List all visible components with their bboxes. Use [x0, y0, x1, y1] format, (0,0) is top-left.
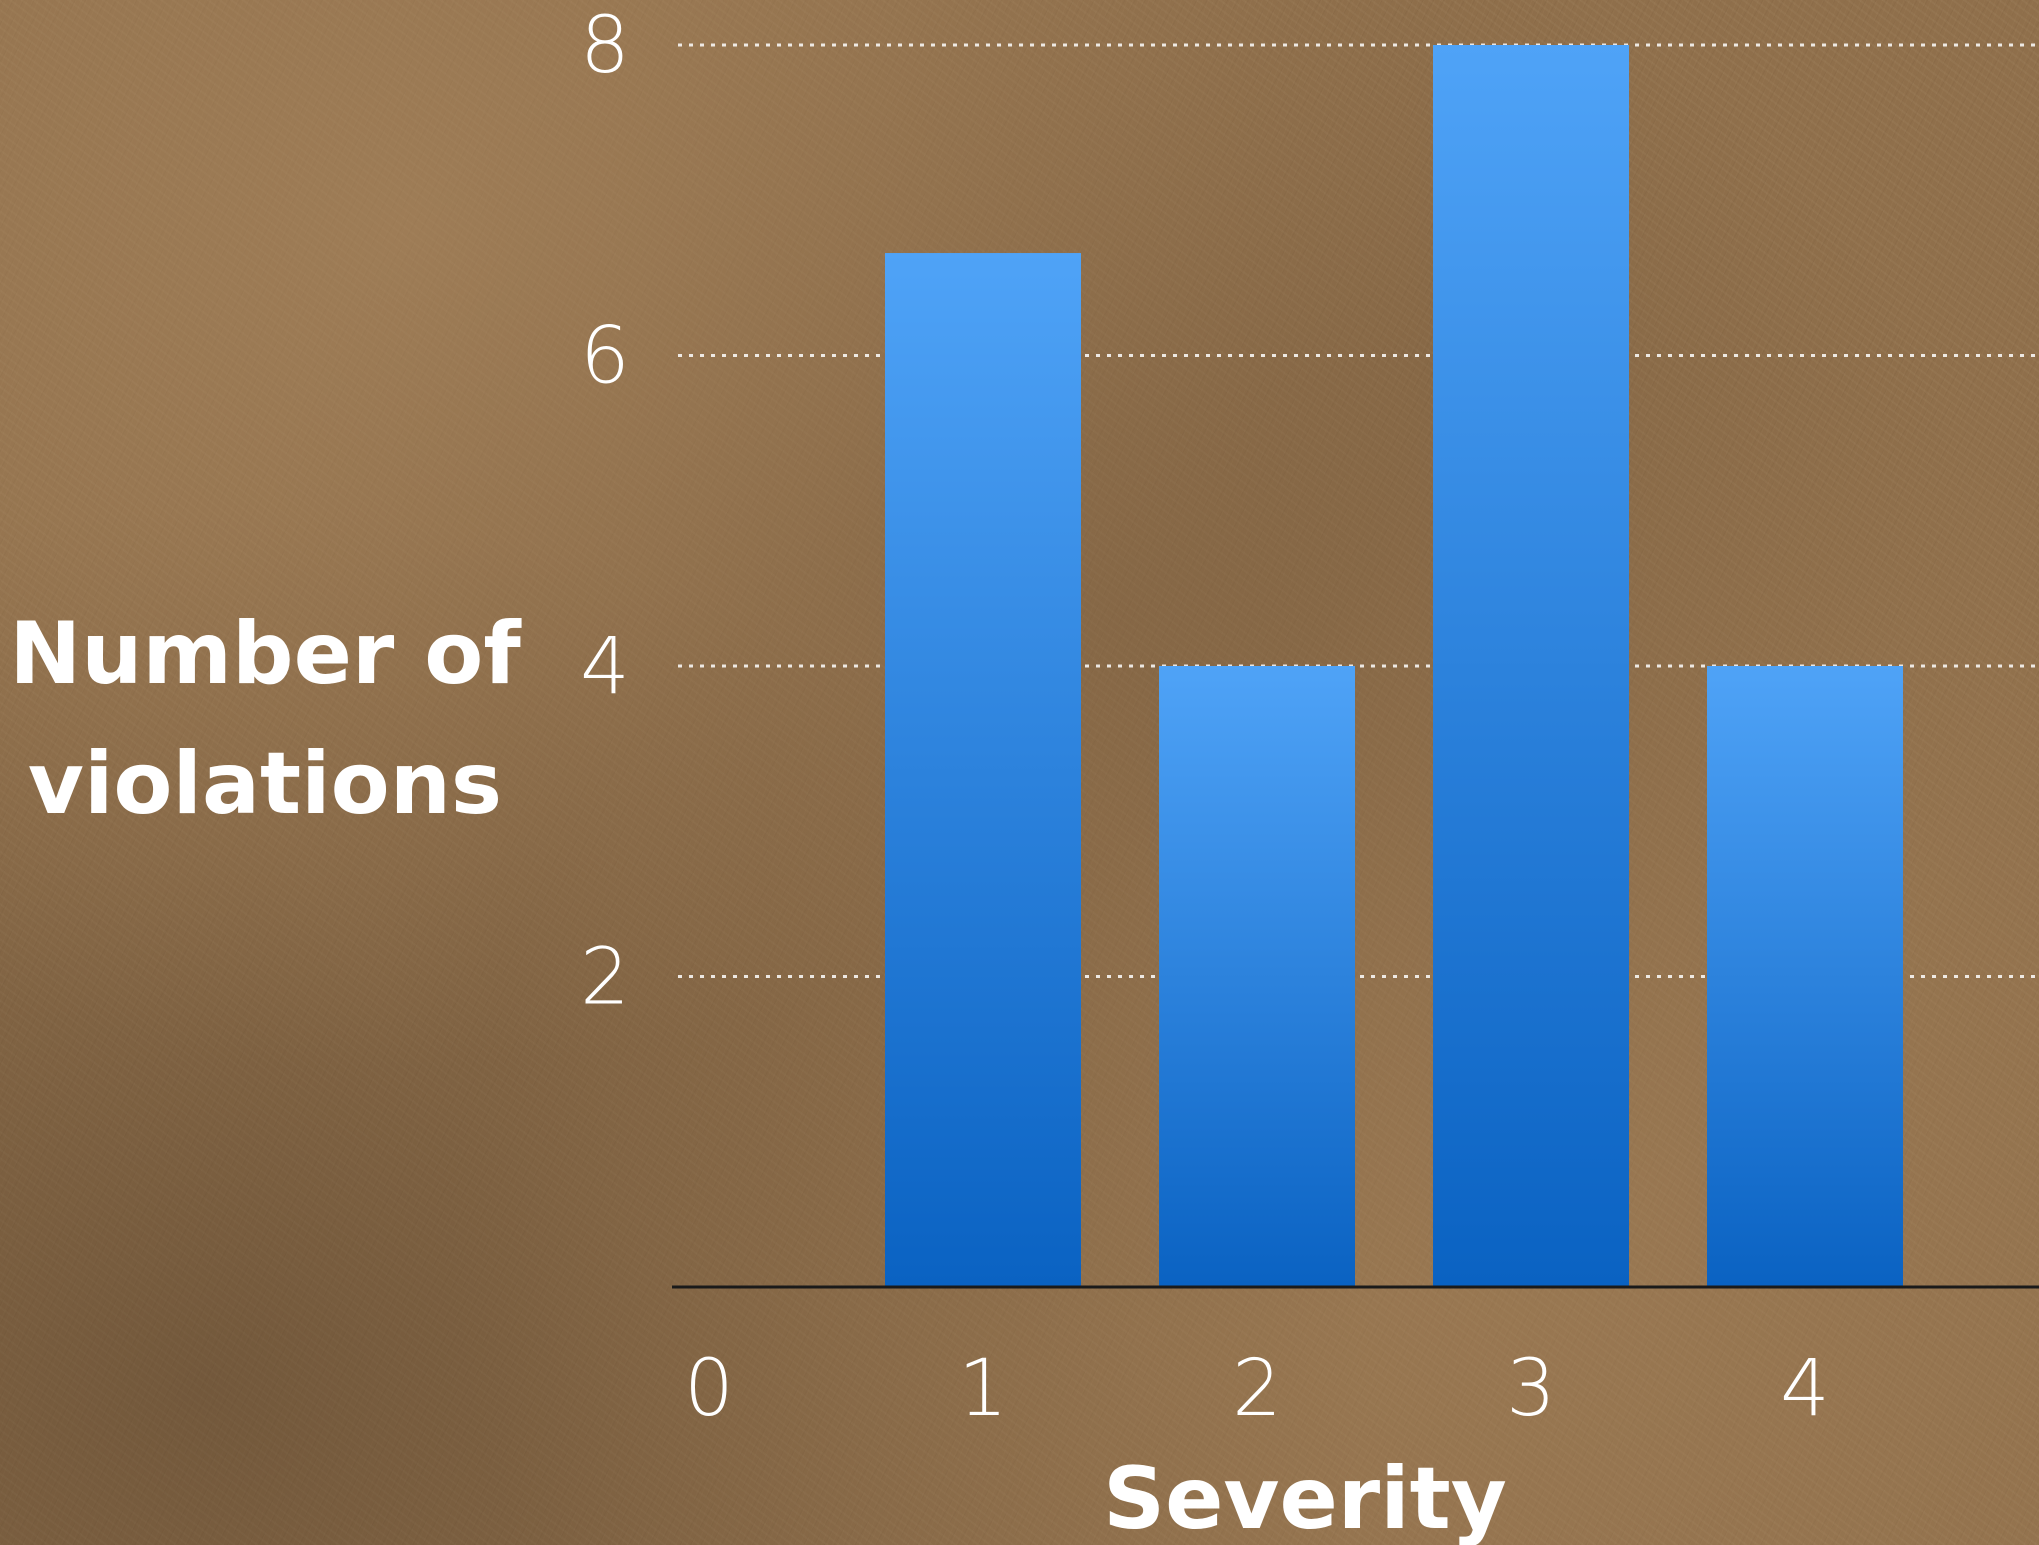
- y-tick-label: 6: [580, 312, 630, 402]
- x-axis-ticks: 0 1 2 3 4: [684, 1344, 1830, 1434]
- x-tick-label: 0: [684, 1344, 734, 1434]
- x-tick-label: 2: [1232, 1344, 1282, 1434]
- y-axis-title-line1: Number of: [9, 604, 522, 704]
- x-tick-label: 1: [958, 1344, 1008, 1434]
- bar-3: [1433, 45, 1629, 1287]
- x-tick-label: 4: [1780, 1344, 1830, 1434]
- bars: [885, 45, 1903, 1287]
- bar-4: [1707, 666, 1903, 1287]
- bar-2: [1159, 666, 1355, 1287]
- x-tick-label: 3: [1506, 1344, 1556, 1434]
- y-tick-label: 4: [580, 622, 630, 712]
- y-tick-label: 8: [580, 1, 630, 91]
- bar-1: [885, 253, 1081, 1287]
- y-tick-label: 2: [580, 933, 630, 1023]
- y-axis-title-line2: violations: [28, 734, 502, 834]
- x-axis-title: Severity: [1103, 1449, 1507, 1545]
- y-axis-ticks: 2 4 6 8: [580, 1, 630, 1023]
